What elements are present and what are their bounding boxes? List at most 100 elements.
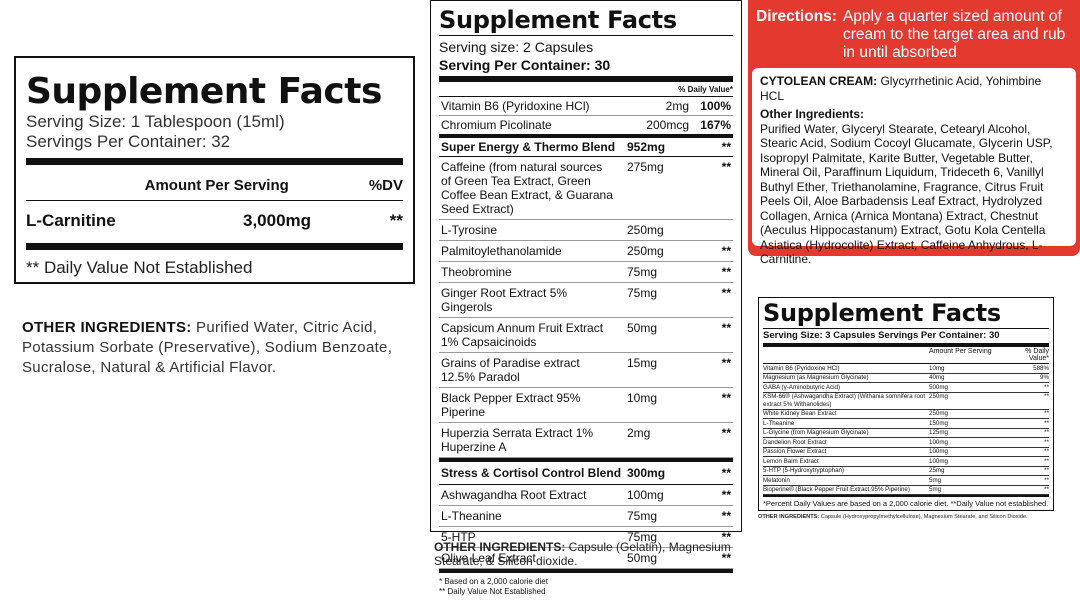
ingredient-amount: 250mg [929, 410, 948, 417]
servings-per-container: Serving Per Container: 30 [439, 57, 611, 73]
ingredient-amount: 75mg [627, 509, 658, 523]
other-ingredients-label: OTHER INGREDIENTS: [22, 319, 192, 336]
blend-name: Super Energy & Thermo Blend [441, 140, 616, 154]
table-row: Ashwagandha Root Extract 100mg ** [439, 485, 733, 506]
cytolean-label: CYTOLEAN CREAM: [760, 74, 878, 88]
ingredient-name: L-Tyrosine [441, 223, 498, 237]
ingredient-name: Bioperine® (Black Pepper Fruit Extract 9… [763, 486, 910, 493]
ingredient-dv: ** [721, 160, 731, 174]
footnote-dv: ** Daily Value Not Established [439, 587, 546, 596]
ingredient-amount: 15mg [627, 356, 658, 370]
ingredient-dv: ** [1044, 476, 1049, 484]
ingredient-dv: ** [721, 426, 731, 440]
blend-items: Ashwagandha Root Extract 100mg ** L-Theanin… [439, 485, 733, 569]
ingredient-name: Theobromine [441, 265, 512, 279]
ingredient-dv: ** [721, 391, 731, 405]
ingredient-name: Melatonin [763, 476, 790, 484]
ingredient-amount: 75mg [627, 286, 658, 300]
ingredient-name: Black Pepper Extract 95% Piperine [441, 391, 581, 419]
other-ingredients-text: Purified Water, Citric Acid, Potassium S… [22, 319, 393, 376]
ingredients-card: CYTOLEAN CREAM: Glycyrrhetinic Acid, Yoh… [752, 68, 1076, 266]
ingredient-name: L-Carnitine [26, 211, 116, 230]
table-row: L-Theanine 75mg ** [439, 506, 733, 527]
ingredient-amount: 250mg [929, 393, 948, 400]
other-ingredients: OTHER INGREDIENTS: Purified Water, Citri… [22, 318, 407, 378]
table-row: Lemon Balm Extract 100mg ** [763, 457, 1049, 467]
ingredient-amount: 5mg [929, 486, 942, 493]
other-ingredients: OTHER INGREDIENTS: Capsule (Hydroxypropy… [758, 514, 1054, 520]
footnote-calorie: * Based on a 2,000 calorie diet [439, 577, 548, 586]
ingredient-amount: 75mg [627, 530, 658, 544]
ingredient-name: Ginger Root Extract 5% Gingerols [441, 286, 568, 314]
header-dv: %DV [368, 177, 403, 194]
ingredient-dv: ** [1044, 486, 1049, 493]
ingredient-amount: 100mg [929, 438, 948, 446]
ingredient-dv: ** [721, 551, 731, 565]
ingredient-dv: ** [1044, 438, 1049, 446]
ingredient-name: 5-HTP (5-Hydroxytryptophan) [763, 467, 845, 474]
dv-header: % Daily Value* [439, 82, 733, 97]
table-row: Black Pepper Extract 95% Piperine 10mg ** [439, 388, 733, 423]
ingredient-dv: 100% [700, 99, 731, 113]
blend-dv: ** [721, 466, 731, 480]
table-row: GABA (γ-Aminobutyric Acid) 500mg ** [763, 383, 1049, 393]
ingredient-amount: 250mg [627, 244, 664, 258]
ingredient-list: Vitamin B6 (Pyridoxine HCl) 10mg 588% Magne… [763, 364, 1049, 495]
table-row: Chromium Picolinate 200mcg 167% [439, 116, 733, 138]
ingredient-name: KSM-66® (Ashwagandha Extract) (Withania … [763, 393, 926, 408]
footnote: * Based on a 2,000 calorie diet ** Daily… [439, 569, 733, 597]
ingredient-dv: ** [1044, 429, 1049, 436]
table-row: Melatonin 5mg ** [763, 476, 1049, 486]
ingredient-dv: ** [721, 286, 731, 300]
footnote: *Percent Daily Values are based on a 2,0… [763, 495, 1049, 508]
ingredient-dv: ** [1044, 410, 1049, 417]
divider-bar [26, 243, 403, 250]
supplement-facts-panel-thermo: Supplement Facts Serving size: 2 Capsule… [430, 0, 742, 596]
ingredient-dv: ** [721, 509, 731, 523]
ingredient-dv [693, 223, 731, 237]
ingredient-name: White Kidney Bean Extract [763, 410, 837, 417]
panel-title: Supplement Facts [26, 71, 382, 112]
ingredient-name: Olive Leaf Extract [441, 551, 536, 565]
cytolean-text: Glycyrrhetinic Acid, Yohimbine HCL [760, 74, 1042, 103]
directions-header: Directions: Apply a quarter sized amount… [752, 6, 1076, 68]
table-row: Passion Flower Extract 100mg ** [763, 448, 1049, 457]
blend-amount: 300mg [627, 466, 666, 480]
blend-amount: 952mg [627, 140, 666, 154]
other-ingredients-label: Other Ingredients: [760, 107, 865, 121]
ingredient-amount: 10mg [627, 391, 658, 405]
ingredient-dv: 9% [1040, 374, 1049, 381]
table-row: Magnesium (as Magnesium Glycinate) 40mg 9% [763, 374, 1049, 383]
footnote: ** Daily Value Not Established [26, 258, 253, 277]
ingredient-amount: 150mg [929, 419, 948, 427]
ingredient-name: Caffeine (from natural sources of Green … [441, 160, 613, 216]
ingredient-amount: 125mg [929, 429, 948, 436]
ingredient-dv: ** [721, 321, 731, 335]
ingredient-dv: ** [721, 530, 731, 544]
ingredient-name: GABA (γ-Aminobutyric Acid) [763, 383, 841, 391]
ingredient-amount: 75mg [627, 265, 658, 279]
ingredient-amount: 10mg [929, 364, 945, 372]
panel-title: Supplement Facts [439, 6, 677, 34]
other-ingredients: OTHER INGREDIENTS: Capsule (Gelatin), Ma… [434, 540, 750, 568]
other-ingredients-label: OTHER INGREDIENTS: [758, 514, 820, 520]
other-ingredients-label: OTHER INGREDIENTS: [434, 540, 566, 554]
ingredient-name: Vitamin B6 (Pyridoxine HCl) [441, 99, 590, 113]
ingredient-dv: ** [721, 244, 731, 258]
other-ingredients-text: Purified Water, Glyceryl Stearate, Cetea… [760, 121, 1053, 267]
ingredient-dv: 588% [1033, 364, 1049, 372]
ingredient-name: Vitamin B6 (Pyridoxine HCl) [763, 364, 840, 372]
servings-per-container: Servings Per Container: 32 [26, 132, 231, 151]
ingredient-amount: 2mg [665, 99, 689, 113]
header-amount: Amount Per Serving [929, 348, 992, 355]
table-header: Amount Per Serving %DV [26, 165, 403, 201]
table-row: Huperzia Serrata Extract 1% Huperzine A 2… [439, 423, 733, 458]
ingredient-dv: ** [1044, 419, 1049, 427]
table-row: Grains of Paradise extract 12.5% Paradol… [439, 353, 733, 388]
table-row: Vitamin B6 (Pyridoxine HCl) 2mg 100% [439, 97, 733, 116]
directions-label: Directions: [756, 8, 837, 25]
table-row: L-Tyrosine 250mg [439, 220, 733, 241]
ingredient-amount: 500mg [929, 383, 948, 391]
table-row: Theobromine 75mg ** [439, 262, 733, 283]
ingredient-dv: ** [389, 211, 403, 230]
